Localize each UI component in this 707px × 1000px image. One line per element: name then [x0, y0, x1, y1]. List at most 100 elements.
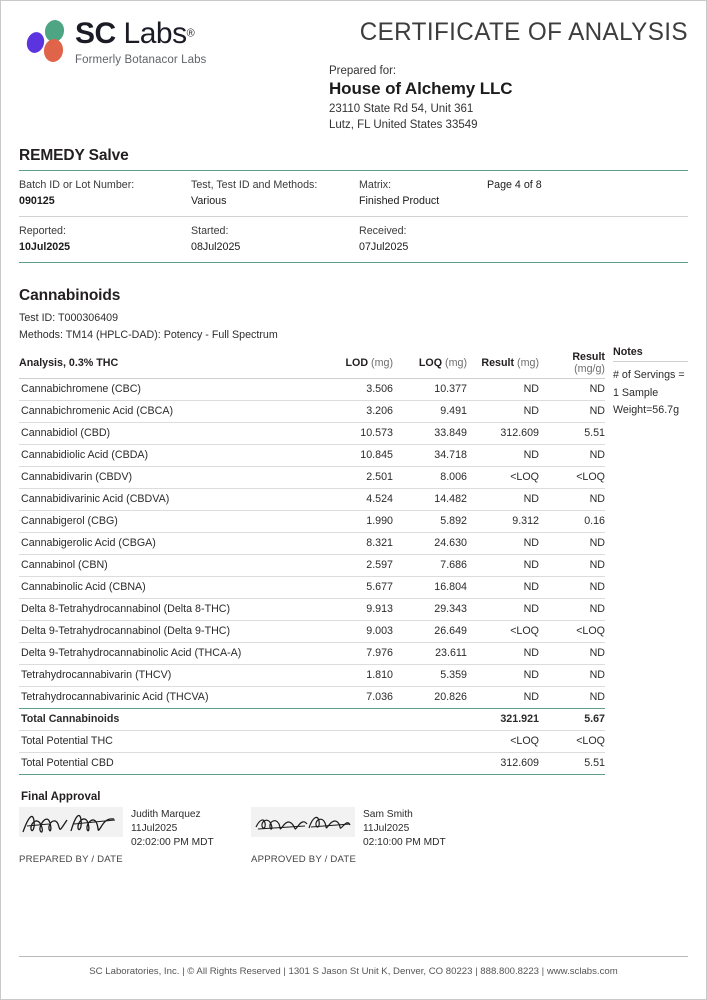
table-row: Cannabidiol (CBD) 10.573 33.849 312.609 5.51: [19, 422, 605, 445]
cell-loq: 8.006: [440, 471, 467, 484]
signature-block-approved: Sam Smith 11Jul2025 02:10:00 PM MDT APPR…: [251, 806, 483, 865]
started-value: 08Jul2025: [191, 241, 241, 254]
cell-result-mgg: ND: [589, 405, 605, 418]
cell-name: Cannabichromenic Acid (CBCA): [21, 405, 174, 418]
cell-loq: 20.826: [434, 691, 467, 704]
page-footer: SC Laboratories, Inc. | © All Rights Res…: [19, 956, 688, 977]
reported-value: 10Jul2025: [19, 241, 71, 254]
cell-result-mgg: ND: [589, 493, 605, 506]
cell-result-mg: <LOQ: [510, 625, 539, 638]
cell-name: Delta 9-Tetrahydrocannabinol (Delta 9-TH…: [21, 625, 231, 638]
client-address-line1: 23110 State Rd 54, Unit 361: [329, 103, 474, 116]
cell-loq: [393, 752, 467, 774]
sc-labs-logo-icon: [24, 18, 69, 64]
prepared-for-label: Prepared for:: [329, 65, 397, 78]
cell-name: Delta 9-Tetrahydrocannabinolic Acid (THC…: [21, 647, 242, 660]
cell-result-mgg: ND: [589, 449, 605, 462]
cell-name: Delta 8-Tetrahydrocannabinol (Delta 8-TH…: [21, 603, 231, 616]
cell-name: Cannabigerol (CBG): [21, 515, 118, 528]
th-loq: LOQ (mg): [393, 346, 467, 379]
notes-text: # of Servings = 1 Sample Weight=56.7g: [613, 369, 685, 416]
cell-loq: 16.804: [434, 581, 467, 594]
meta-started: Started: 08Jul2025: [191, 223, 359, 255]
section-title-cannabinoids: Cannabinoids: [19, 287, 121, 305]
reported-label: Reported:: [19, 225, 66, 238]
cell-loq: [393, 730, 467, 752]
th-result-mg: Result (mg): [467, 346, 539, 379]
registered-mark-icon: ®: [186, 27, 195, 40]
cell-loq: 14.482: [434, 493, 467, 506]
cell-name: Cannabinolic Acid (CBNA): [21, 581, 146, 594]
meta-matrix: Matrix: Finished Product: [359, 177, 487, 209]
table-header-row: Analysis, 0.3% THC LOD (mg) LOQ (mg) Res…: [19, 346, 605, 379]
cell-name: Cannabidivarin (CBDV): [21, 471, 133, 484]
signature-row: Judith Marquez 11Jul2025 02:02:00 PM MDT…: [19, 806, 688, 866]
notes-column: Notes # of Servings = 1 Sample Weight=56…: [605, 346, 688, 775]
meta-row-2: Reported: 10Jul2025 Started: 08Jul2025 R…: [19, 217, 688, 262]
cell-lod: 2.501: [366, 471, 393, 484]
cell-result-mg: ND: [523, 603, 539, 616]
cell-result-mg: ND: [523, 537, 539, 550]
table-row: Cannabigerolic Acid (CBGA) 8.321 24.630 ND N…: [19, 532, 605, 555]
divider-gray-meta: [19, 216, 688, 218]
cell-lod: [319, 707, 393, 731]
cell-loq: 29.343: [434, 603, 467, 616]
cell-name: Cannabidiolic Acid (CBDA): [21, 449, 149, 462]
cell-lod: 10.573: [360, 427, 393, 440]
cell-loq: 7.686: [440, 559, 467, 572]
notes-header: Notes: [613, 346, 688, 363]
table-row: Total Potential CBD 312.609 5.51: [19, 752, 605, 775]
brand-wordmark: SC Labs® Formerly Botanacor Labs: [75, 17, 206, 67]
cell-result-mg: 312.609: [500, 427, 539, 440]
meta-test: Test, Test ID and Methods: Various: [191, 177, 359, 209]
cell-loq: 24.630: [434, 537, 467, 550]
cell-lod: 2.597: [366, 559, 393, 572]
cell-result-mgg: <LOQ: [576, 625, 605, 638]
cell-result-mgg: 0.16: [584, 515, 605, 528]
cell-lod: [319, 752, 393, 774]
signature-sam-smith-icon: [251, 806, 355, 837]
divider-teal-bottom: [19, 262, 688, 264]
header-right: CERTIFICATE OF ANALYSIS Prepared for: Ho…: [319, 19, 688, 133]
cell-result-mg: ND: [523, 581, 539, 594]
table-row: Cannabichromene (CBC) 3.506 10.377 ND ND: [19, 378, 605, 401]
signature-judith-marquez-icon: [19, 806, 123, 837]
cell-result-mgg: 5.67: [539, 707, 605, 731]
table-row: Cannabidivarinic Acid (CBDVA) 4.524 14.482…: [19, 488, 605, 511]
cell-name: Total Potential THC: [21, 735, 113, 748]
cell-lod: 3.206: [366, 405, 393, 418]
cell-result-mgg: ND: [589, 537, 605, 550]
approved-by-time: 02:10:00 PM MDT: [363, 836, 446, 848]
cell-loq: 33.849: [434, 427, 467, 440]
cell-result-mgg: <LOQ: [576, 471, 605, 484]
cell-result-mg: 312.609: [500, 757, 539, 770]
brand-name-bold: SC: [75, 17, 116, 50]
cell-lod: 7.976: [366, 647, 393, 660]
cell-result-mg: ND: [523, 669, 539, 682]
page-indicator: Page 4 of 8: [487, 179, 542, 192]
cell-result-mgg: ND: [589, 559, 605, 572]
cell-result-mg: ND: [523, 449, 539, 462]
cell-lod: [319, 730, 393, 752]
table-body: Cannabichromene (CBC) 3.506 10.377 ND ND Cann…: [19, 378, 605, 775]
table-row: Tetrahydrocannabivarin (THCV) 1.810 5.359 N…: [19, 664, 605, 687]
divider-teal-top: [19, 170, 688, 172]
meta-received: Received: 07Jul2025: [359, 223, 487, 255]
cell-name: Total Cannabinoids: [19, 707, 319, 731]
meta-page: Page 4 of 8: [487, 177, 688, 209]
cell-loq: 34.718: [434, 449, 467, 462]
final-approval-title: Final Approval: [21, 790, 101, 803]
cell-name: Cannabinol (CBN): [21, 559, 108, 572]
approved-by-name: Sam Smith: [363, 808, 413, 820]
table-row: Tetrahydrocannabivarinic Acid (THCVA) 7.0…: [19, 686, 605, 709]
table-row: Delta 8-Tetrahydrocannabinol (Delta 8-TH…: [19, 598, 605, 621]
table-row: Cannabichromenic Acid (CBCA) 3.206 9.491 ND…: [19, 400, 605, 423]
prepared-by-caption: PREPARED BY / DATE: [19, 854, 123, 866]
table-row: Cannabidivarin (CBDV) 2.501 8.006 <LOQ <LOQ: [19, 466, 605, 489]
cell-lod: 7.036: [366, 691, 393, 704]
cell-result-mg: ND: [523, 691, 539, 704]
cell-result-mg: ND: [523, 405, 539, 418]
approved-by-date: 11Jul2025: [363, 822, 410, 834]
prepared-by-time: 02:02:00 PM MDT: [131, 836, 214, 848]
table-row: Cannabinol (CBN) 2.597 7.686 ND ND: [19, 554, 605, 577]
